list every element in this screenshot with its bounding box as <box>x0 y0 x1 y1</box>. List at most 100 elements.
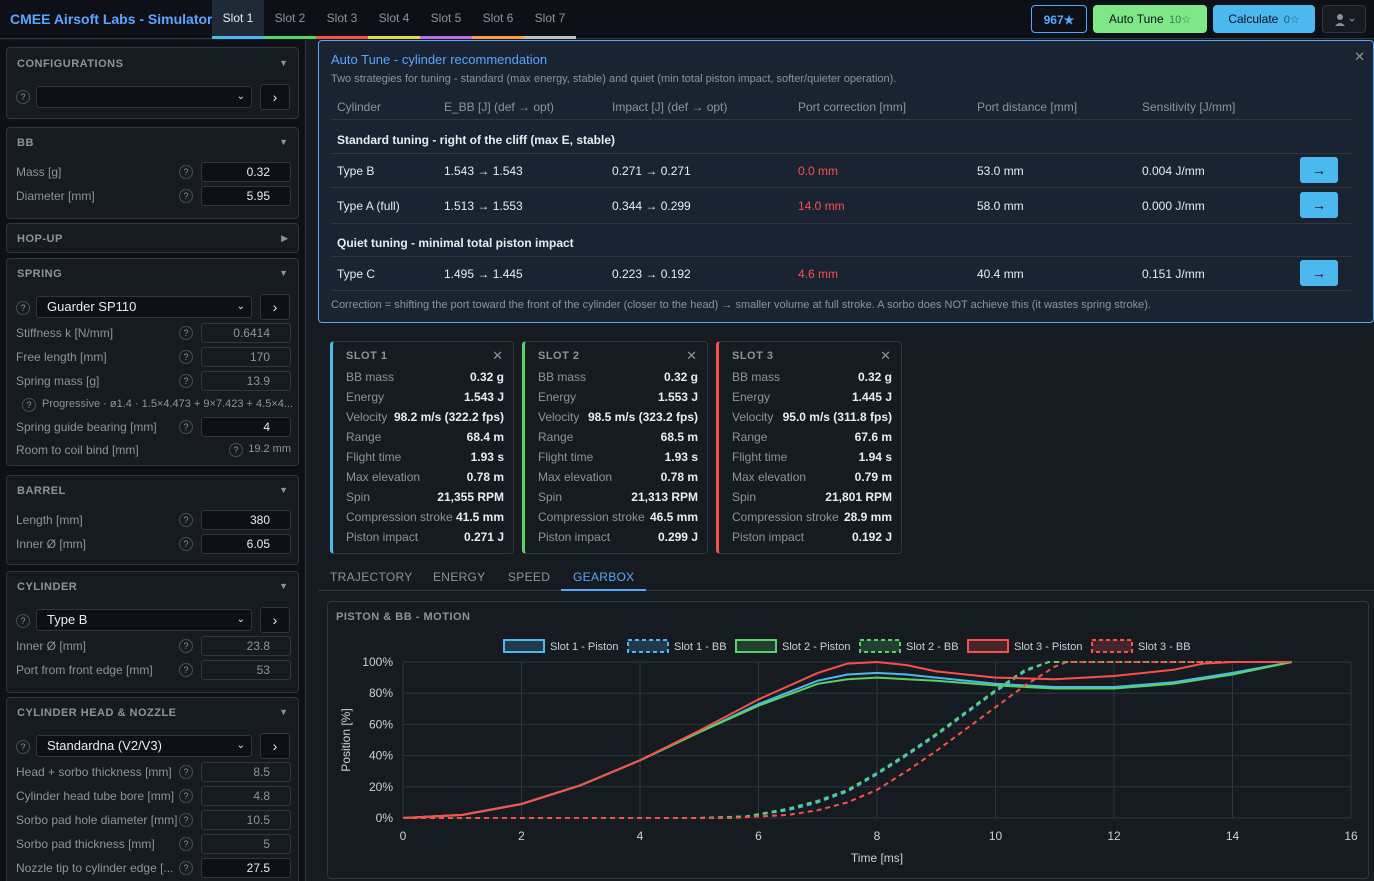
tab-energy[interactable]: ENERGY <box>433 570 486 584</box>
load-configuration-button[interactable]: › <box>260 84 290 110</box>
help-icon[interactable]: ? <box>179 861 193 875</box>
metric-row: BB mass 0.32 g <box>346 370 504 388</box>
row-sensitivity: 0.004 J/mm <box>1142 164 1205 178</box>
help-icon[interactable]: ? <box>179 765 193 779</box>
legend-swatch <box>503 639 545 653</box>
configuration-select[interactable]: ⌄ <box>36 86 252 108</box>
tab-slot-2[interactable]: Slot 2 <box>264 0 316 39</box>
help-icon[interactable]: ? <box>179 374 193 388</box>
load-head-button[interactable]: › <box>260 733 290 759</box>
metric-value: 0.78 m <box>466 470 504 484</box>
tab-slot-3[interactable]: Slot 3 <box>316 0 368 39</box>
metric-value: 1.93 s <box>470 450 504 464</box>
help-icon[interactable]: ? <box>179 837 193 851</box>
close-icon[interactable]: ✕ <box>1354 49 1365 64</box>
hopup-panel[interactable]: HOP-UP ▶ <box>6 223 299 253</box>
series-line-2 <box>403 661 1292 819</box>
help-icon[interactable]: ? <box>179 639 193 653</box>
sorbo-row: Head + sorbo thickness [mm] ? 8.5 <box>16 762 291 782</box>
bb-diameter-input[interactable]: 5.95 <box>201 186 291 206</box>
collapse-icon[interactable]: ▼ <box>279 581 288 591</box>
tab-slot-7[interactable]: Slot 7 <box>524 0 576 39</box>
hole-value: 10.5 <box>201 810 291 830</box>
help-icon[interactable]: ? <box>229 443 243 457</box>
help-icon[interactable]: ? <box>179 326 193 340</box>
auto-tune-button[interactable]: Auto Tune 10☆ <box>1093 5 1207 33</box>
tab-speed[interactable]: SPEED <box>508 570 551 584</box>
apply-button[interactable]: → <box>1300 157 1338 183</box>
cylinder-select[interactable]: Type B ⌄ <box>36 609 252 631</box>
chevron-down-icon: ⌄ <box>236 740 245 751</box>
help-icon[interactable]: ? <box>16 301 30 315</box>
metric-label: Energy <box>538 390 577 404</box>
tab-gearbox[interactable]: GEARBOX <box>561 566 647 591</box>
metric-row: Compression stroke 46.5 mm <box>538 510 698 528</box>
bb-mass-input[interactable]: 0.32 <box>201 162 291 182</box>
barrel-length-input[interactable]: 380 <box>201 510 291 530</box>
calculate-button[interactable]: Calculate 0☆ <box>1213 5 1315 33</box>
spring-guide-input[interactable]: 4 <box>201 417 291 437</box>
close-icon[interactable]: ✕ <box>492 348 503 363</box>
metric-label: Spin <box>346 490 371 504</box>
nozzle-input[interactable]: 27.5 <box>201 858 291 878</box>
close-icon[interactable]: ✕ <box>686 348 697 363</box>
close-icon[interactable]: ✕ <box>880 348 891 363</box>
help-icon[interactable]: ? <box>179 789 193 803</box>
help-icon[interactable]: ? <box>179 813 193 827</box>
pad-label: Sorbo pad thickness [mm] <box>16 837 155 851</box>
help-icon[interactable]: ? <box>179 663 193 677</box>
sidebar: CONFIGURATIONS ▼ ? ⌄ › BB ▼ Mass [g] ? 0… <box>0 40 306 881</box>
apply-button[interactable]: → <box>1300 192 1338 218</box>
legend-label: Slot 1 - BB <box>674 641 727 653</box>
metric-value: 0.79 m <box>854 470 892 484</box>
row-sensitivity: 0.151 J/mm <box>1142 267 1205 281</box>
help-icon[interactable]: ? <box>179 350 193 364</box>
col-ebb: E_BB [J] (def → opt) <box>444 100 555 114</box>
load-cylinder-button[interactable]: › <box>260 607 290 633</box>
help-icon[interactable]: ? <box>179 420 193 434</box>
x-tick-label: 6 <box>755 829 762 843</box>
col-port-correction: Port correction [mm] <box>798 100 907 114</box>
help-icon[interactable]: ? <box>179 189 193 203</box>
tab-slot-1[interactable]: Slot 1 <box>212 0 264 39</box>
help-icon[interactable]: ? <box>179 513 193 527</box>
barrel-inner-input[interactable]: 6.05 <box>201 534 291 554</box>
apply-button[interactable]: → <box>1300 260 1338 286</box>
tab-slot-4[interactable]: Slot 4 <box>368 0 420 39</box>
collapse-icon[interactable]: ▼ <box>279 268 288 278</box>
y-tick-label: 100% <box>362 655 393 669</box>
legend-label: Slot 3 - BB <box>1138 641 1191 653</box>
collapse-icon[interactable]: ▼ <box>279 707 288 717</box>
load-spring-button[interactable]: › <box>260 294 290 320</box>
expand-icon[interactable]: ▶ <box>281 233 288 243</box>
metric-label: Flight time <box>732 450 788 464</box>
help-icon[interactable]: ? <box>22 398 36 412</box>
stars-button[interactable]: 967★ <box>1031 5 1087 33</box>
help-icon[interactable]: ? <box>16 90 30 104</box>
help-icon[interactable]: ? <box>179 165 193 179</box>
head-select[interactable]: Standardna (V2/V3) ⌄ <box>36 735 252 757</box>
section-standard: Standard tuning - right of the cliff (ma… <box>337 133 616 147</box>
x-tick-label: 0 <box>400 829 407 843</box>
user-menu-button[interactable] <box>1322 5 1366 33</box>
help-icon[interactable]: ? <box>16 614 30 628</box>
tab-slot-5[interactable]: Slot 5 <box>420 0 472 39</box>
nozzle-row: Nozzle tip to cylinder edge [... ? 27.5 <box>16 858 291 878</box>
tab-trajectory[interactable]: TRAJECTORY <box>330 570 413 584</box>
pad-value: 5 <box>201 834 291 854</box>
coil-bind-row: Room to coil bind [mm] ? 19.2 mm <box>16 440 291 460</box>
metric-value: 46.5 mm <box>649 510 698 524</box>
chart-tabs: TRAJECTORY ENERGY SPEED GEARBOX <box>318 566 1374 591</box>
collapse-icon[interactable]: ▼ <box>279 137 288 147</box>
spring-select[interactable]: Guarder SP110 ⌄ <box>36 296 252 318</box>
head-selected: Standardna (V2/V3) <box>47 738 162 753</box>
bb-diameter-label: Diameter [mm] <box>16 189 95 203</box>
help-icon[interactable]: ? <box>179 537 193 551</box>
help-icon[interactable]: ? <box>16 740 30 754</box>
metric-label: Velocity <box>732 410 774 424</box>
metric-row: Piston impact 0.271 J <box>346 530 504 548</box>
collapse-icon[interactable]: ▼ <box>279 58 288 68</box>
tab-slot-6[interactable]: Slot 6 <box>472 0 524 39</box>
collapse-icon[interactable]: ▼ <box>279 485 288 495</box>
x-tick-label: 8 <box>874 829 881 843</box>
